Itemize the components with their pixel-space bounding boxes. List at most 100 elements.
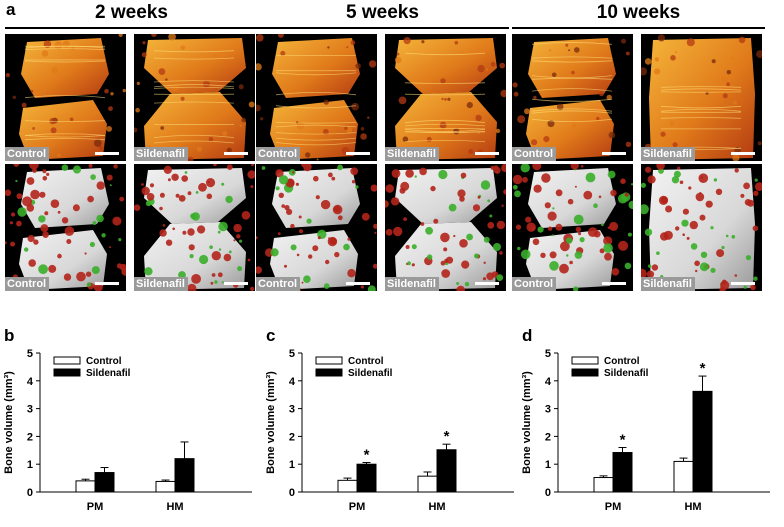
group-label: Control	[512, 277, 557, 291]
legend-label: Control	[86, 356, 122, 367]
y-tick-label: 2	[289, 431, 295, 443]
group-label: Sildenafil	[134, 147, 188, 161]
graft-render-image: Sildenafil	[134, 164, 255, 291]
group-label: Sildenafil	[641, 277, 695, 291]
y-tick-label: 4	[289, 376, 296, 388]
bar-sildenafil-pm	[94, 472, 115, 493]
group-label: Control	[5, 277, 50, 291]
significance-marker: *	[700, 360, 706, 377]
graft-render-image: Control	[512, 164, 633, 291]
y-tick-label: 0	[27, 487, 33, 499]
y-tick-label: 3	[289, 404, 295, 416]
y-tick-label: 2	[545, 431, 551, 443]
group-label: Control	[256, 277, 301, 291]
y-tick-label: 5	[545, 348, 551, 360]
bar-sildenafil-pm	[356, 463, 377, 493]
scale-bar	[475, 152, 499, 155]
group-label: Control	[512, 147, 557, 161]
legend-label: Control	[604, 356, 640, 367]
y-tick-label: 4	[27, 376, 34, 388]
x-tick-label: PM	[605, 501, 622, 513]
group-label: Sildenafil	[385, 147, 439, 161]
x-tick-label: PM	[349, 501, 366, 513]
panel-letter-a: a	[6, 0, 16, 19]
scale-bar	[602, 282, 626, 285]
timepoint-rule	[512, 27, 765, 29]
x-tick-label: HM	[428, 501, 445, 513]
graft-render-image: Sildenafil	[385, 164, 506, 291]
bar-sildenafil-hm	[174, 458, 195, 493]
group-label: Sildenafil	[385, 277, 439, 291]
y-tick-label: 5	[27, 348, 33, 360]
y-tick-label: 0	[289, 487, 295, 499]
group-label: Sildenafil	[641, 147, 695, 161]
bone-render-graphic	[134, 164, 255, 291]
scale-bar	[346, 152, 370, 155]
microct-render-image: Sildenafil	[134, 34, 255, 161]
bone-render-graphic	[641, 34, 762, 161]
bar-control-hm	[673, 460, 694, 493]
timepoint-title: 10 weeks	[596, 2, 681, 23]
scale-bar	[224, 282, 248, 285]
legend-label: Sildenafil	[604, 368, 649, 379]
panel-letter: b	[4, 326, 14, 345]
bar-chart-svg: c Bone volume (mm³) 0 1 2 3 4 5 PM HM * * ControlSil…	[265, 326, 514, 513]
bone-render-graphic	[385, 164, 506, 291]
y-tick-label: 2	[27, 431, 33, 443]
y-tick-label: 3	[27, 404, 33, 416]
legend-swatch	[315, 368, 343, 377]
group-label: Control	[256, 147, 301, 161]
legend-swatch	[571, 368, 599, 377]
y-tick-label: 5	[289, 348, 295, 360]
bone-render-graphic	[134, 34, 255, 161]
legend-label: Control	[348, 356, 384, 367]
significance-marker: *	[444, 428, 450, 445]
bar-control-hm	[155, 480, 176, 493]
scale-bar	[95, 152, 119, 155]
microct-render-image: Control	[5, 34, 126, 161]
legend-swatch	[53, 356, 81, 365]
bar-chart-svg: d Bone volume (mm³) 0 1 2 3 4 5 PM HM * * ControlSil…	[521, 326, 770, 513]
y-tick-label: 1	[545, 459, 551, 471]
y-tick-label: 1	[289, 459, 295, 471]
y-tick-label: 3	[545, 404, 551, 416]
bone-render-graphic	[256, 34, 377, 161]
significance-marker: *	[364, 447, 370, 464]
y-axis-label: Bone volume (mm³)	[521, 371, 533, 474]
bar-sildenafil-hm	[692, 390, 713, 493]
y-axis-label: Bone volume (mm³)	[265, 371, 277, 474]
timepoint-title: 2 weeks	[95, 2, 168, 23]
scale-bar	[95, 282, 119, 285]
bar-control-pm	[593, 477, 614, 493]
scale-bar	[731, 152, 755, 155]
timepoint-rule	[5, 27, 258, 29]
panel-letter: c	[266, 326, 275, 345]
bone-render-graphic	[512, 164, 633, 291]
legend-label: Sildenafil	[348, 368, 393, 379]
bar-chart-svg: b Bone volume (mm³) 0 1 2 3 4 5 PM HM ControlSilde…	[3, 326, 252, 513]
bone-render-graphic	[512, 38, 632, 160]
y-tick-label: 1	[27, 459, 33, 471]
legend-label: Sildenafil	[86, 368, 131, 379]
graft-render-image: Control	[256, 164, 377, 291]
bone-render-graphic	[5, 164, 126, 291]
bar-control-pm	[75, 480, 96, 493]
y-tick-label: 0	[545, 487, 551, 499]
timepoint-title: 5 weeks	[346, 2, 419, 23]
panel-letter: d	[522, 326, 532, 345]
bar-sildenafil-pm	[612, 452, 633, 493]
bone-render-graphic	[641, 164, 762, 291]
bar-control-hm	[417, 475, 438, 493]
y-tick-label: 4	[545, 376, 552, 388]
significance-marker: *	[620, 432, 626, 449]
bone-render-graphic	[394, 37, 506, 160]
graft-render-image: Sildenafil	[641, 164, 762, 291]
graft-render-image: Control	[5, 164, 126, 291]
bar-chart-b: b Bone volume (mm³) 0 1 2 3 4 5 PM HM Control Silde…	[0, 318, 262, 527]
legend-swatch	[571, 356, 599, 365]
bar-chart-c: c Bone volume (mm³) 0 1 2 3 4 5 PM HM * * Control Sil…	[262, 318, 524, 527]
x-tick-label: PM	[87, 501, 104, 513]
scale-bar	[346, 282, 370, 285]
microct-render-image: Control	[256, 34, 377, 161]
microct-render-image: Sildenafil	[641, 34, 762, 161]
